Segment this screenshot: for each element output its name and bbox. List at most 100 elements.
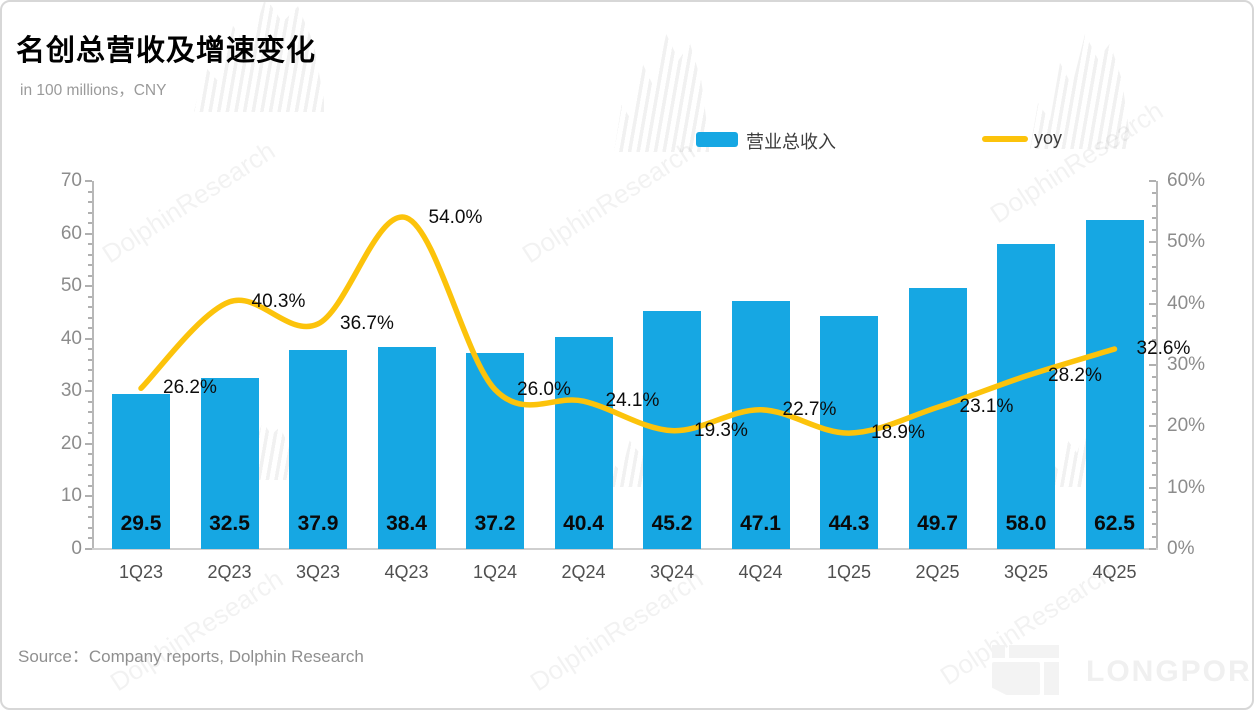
yoy-point-label: 24.1% [605, 390, 660, 412]
left-axis-tick [85, 495, 92, 498]
revenue-bar [731, 301, 790, 549]
right-axis-tick [1149, 241, 1156, 244]
right-axis-tick [1152, 204, 1156, 207]
left-axis-tick [85, 337, 92, 340]
right-axis-tick [1152, 449, 1156, 452]
source-note: Source：Company reports, Dolphin Research [18, 647, 364, 666]
right-axis-tick [1152, 265, 1156, 268]
y-axis-label-right: 50% [1167, 231, 1206, 253]
y-axis-label-left: 0 [71, 538, 82, 559]
revenue-bar [377, 347, 436, 549]
left-axis-tick [88, 421, 92, 424]
longport-logo-text: LONGPORT [1086, 655, 1254, 688]
x-axis-label: 4Q24 [738, 562, 783, 582]
yoy-line [138, 214, 1118, 436]
right-axis-tick [1152, 511, 1156, 514]
x-axis-label: 4Q25 [1092, 562, 1137, 582]
y-axis-label-left: 70 [60, 170, 82, 191]
right-axis-tick [1152, 290, 1156, 293]
right-axis-tick [1149, 486, 1156, 489]
left-axis-tick [88, 222, 92, 225]
left-axis-tick [88, 379, 92, 382]
right-axis-tick [1152, 437, 1156, 440]
left-axis-tick [88, 505, 92, 508]
x-axis-label: 2Q24 [561, 562, 606, 582]
legend-yoy-label: yoy [1034, 128, 1063, 148]
bar-value-label: 49.7 [917, 512, 958, 535]
yoy-point-label: 18.9% [871, 422, 925, 444]
right-axis-tick [1152, 462, 1156, 465]
right-axis-tick [1149, 548, 1156, 550]
x-axis-label: 3Q25 [1003, 562, 1049, 582]
left-axis-tick [88, 411, 92, 414]
left-axis-tick [88, 348, 92, 351]
revenue-bar [112, 393, 170, 549]
left-axis-tick [88, 201, 92, 204]
left-axis-tick [88, 537, 92, 540]
bar-value-label: 47.1 [740, 512, 781, 535]
longport-logo-icon [990, 643, 1062, 695]
left-axis-tick [88, 327, 92, 330]
right-axis-tick [1152, 192, 1156, 195]
left-axis-tick [88, 264, 92, 267]
x-axis-label: 4Q23 [384, 562, 429, 582]
x-axis-label: 1Q23 [118, 562, 164, 582]
yoy-point-label: 40.3% [251, 290, 306, 312]
revenue-bar [908, 287, 967, 549]
revenue-bar [289, 349, 347, 549]
y-axis-label-left: 60 [60, 222, 82, 244]
y-axis-label-right: 30% [1167, 354, 1206, 375]
left-axis-tick [88, 211, 92, 214]
left-axis-tick [88, 516, 92, 519]
right-axis-tick [1152, 535, 1156, 538]
bar-value-label: 45.2 [651, 512, 693, 535]
y-axis-label-right: 40% [1167, 292, 1206, 314]
legend: 营业总收入 yoy [2, 128, 1252, 154]
yoy-point-label: 22.7% [782, 398, 837, 420]
y-axis-label-right: 10% [1167, 476, 1206, 498]
x-axis-label: 1Q25 [826, 562, 872, 582]
y-axis-label-right: 60% [1167, 170, 1206, 191]
left-axis-tick [88, 358, 92, 361]
left-axis-tick [88, 190, 92, 193]
yoy-point-label: 19.3% [694, 419, 748, 441]
right-axis-tick [1149, 302, 1156, 305]
right-axis-line [1156, 181, 1158, 549]
x-axis-label: 3Q23 [295, 562, 341, 582]
x-axis-label: 1Q24 [472, 562, 518, 582]
bar-value-label: 37.2 [474, 512, 516, 535]
y-axis-label-right: 20% [1167, 415, 1206, 437]
left-axis-tick [88, 253, 92, 256]
x-axis-label: 2Q25 [915, 562, 960, 582]
left-axis-tick [88, 369, 92, 372]
right-axis-tick [1152, 388, 1156, 391]
watermark-text: DolphinResearch [104, 563, 289, 697]
y-axis-label-left: 50 [60, 275, 82, 297]
left-axis-tick [88, 295, 92, 298]
yoy-point-label: 28.2% [1048, 365, 1102, 387]
revenue-bar [997, 244, 1055, 549]
right-axis-tick [1152, 278, 1156, 281]
right-axis-tick [1152, 474, 1156, 477]
bar-value-label: 62.5 [1094, 512, 1135, 535]
left-axis-line [92, 181, 94, 549]
yoy-point-label: 23.1% [959, 396, 1014, 418]
revenue-bar [1085, 220, 1144, 549]
bar-value-label: 40.4 [563, 512, 604, 535]
left-axis-tick [88, 463, 92, 466]
right-axis-tick [1152, 498, 1156, 501]
legend-bar-label: 营业总收入 [746, 132, 836, 152]
plot-area: 0 10 20 30 40 50 60 70 0% 10% 20% 30% 40% 50% 60% 29.5 1… [61, 171, 1205, 583]
right-axis-tick [1152, 523, 1156, 526]
left-axis-tick [85, 285, 92, 288]
right-axis-tick [1152, 216, 1156, 219]
y-axis-label-left: 40 [60, 327, 82, 349]
right-axis-tick [1149, 180, 1156, 182]
bar-value-label: 37.9 [297, 512, 339, 535]
yoy-point-label: 54.0% [428, 206, 483, 228]
left-axis-tick [88, 484, 92, 487]
left-axis-tick [88, 432, 92, 435]
right-axis-tick [1149, 364, 1156, 366]
bar-value-label: 44.3 [828, 512, 870, 535]
y-axis-label-left: 30 [60, 380, 82, 402]
